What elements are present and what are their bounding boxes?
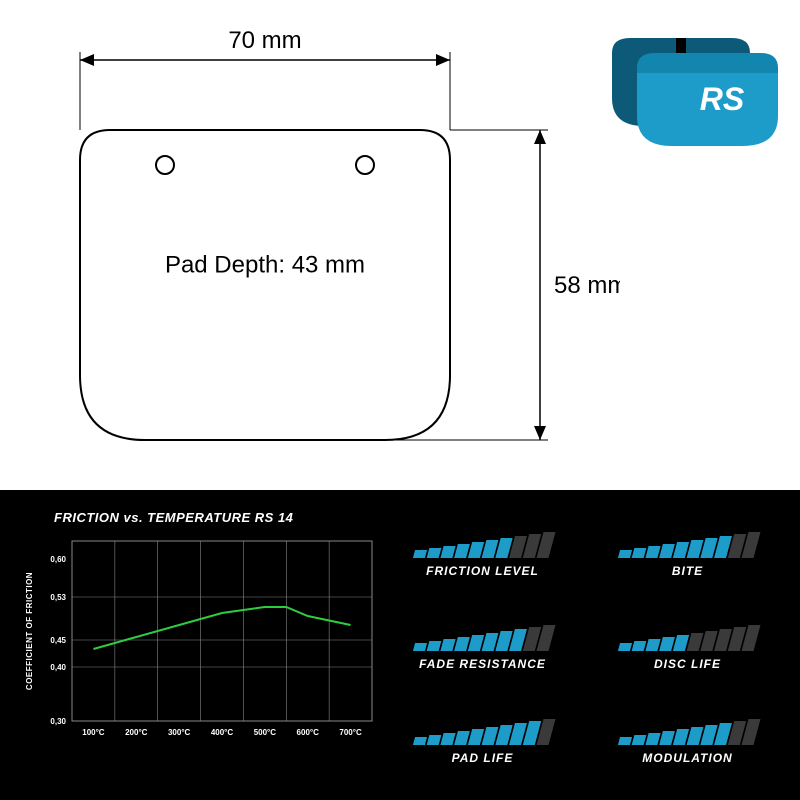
top-section: Pad Depth: 43 mm 70 mm 58 mm RS [0,0,800,490]
chart-title: FRICTION vs. TEMPERATURE RS 14 [54,510,370,525]
metric-pad-life: PAD LIFE [390,717,575,780]
metric-label: FADE RESISTANCE [419,657,546,671]
metrics-grid: FRICTION LEVEL BITE FADE RESISTANCE DISC LI… [380,490,800,800]
svg-text:0,30: 0,30 [50,717,66,726]
metric-bars [414,717,552,745]
bottom-section: FRICTION vs. TEMPERATURE RS 14 COEFFICIE… [0,490,800,800]
width-label: 70 mm [228,27,301,54]
svg-text:0,53: 0,53 [50,593,66,602]
product-thumbnail: RS [582,18,782,168]
svg-text:200°C: 200°C [125,728,148,737]
brake-pad-icon: RS [582,18,782,168]
metric-label: MODULATION [642,751,732,765]
svg-text:0,45: 0,45 [50,636,66,645]
metric-friction-level: FRICTION LEVEL [390,530,575,593]
svg-text:600°C: 600°C [297,728,320,737]
metric-label: DISC LIFE [654,657,721,671]
product-logo-text: RS [700,81,745,117]
technical-drawing: Pad Depth: 43 mm 70 mm 58 mm [0,0,620,490]
metric-label: PAD LIFE [452,751,514,765]
svg-text:300°C: 300°C [168,728,191,737]
y-axis-label: COEFFICIENT OF FRICTION [25,572,34,690]
metric-bars [414,623,552,651]
svg-text:500°C: 500°C [254,728,277,737]
chart-area: FRICTION vs. TEMPERATURE RS 14 COEFFICIE… [0,490,380,800]
metric-bars [619,530,757,558]
svg-text:100°C: 100°C [82,728,105,737]
height-label: 58 mm [554,272,620,299]
metric-bars [414,530,552,558]
metric-bite: BITE [595,530,780,593]
svg-text:0,40: 0,40 [50,663,66,672]
svg-text:400°C: 400°C [211,728,234,737]
pad-depth-label: Pad Depth: 43 mm [165,252,365,279]
metric-bars [619,717,757,745]
svg-text:0,60: 0,60 [50,555,66,564]
svg-text:700°C: 700°C [339,728,362,737]
friction-chart: COEFFICIENT OF FRICTION 100°C 200°C 300°C 40… [20,533,380,773]
metric-disc-life: DISC LIFE [595,623,780,686]
metric-fade-resistance: FADE RESISTANCE [390,623,575,686]
metric-label: FRICTION LEVEL [426,564,539,578]
metric-bars [619,623,757,651]
metric-label: BITE [672,564,703,578]
metric-modulation: MODULATION [595,717,780,780]
